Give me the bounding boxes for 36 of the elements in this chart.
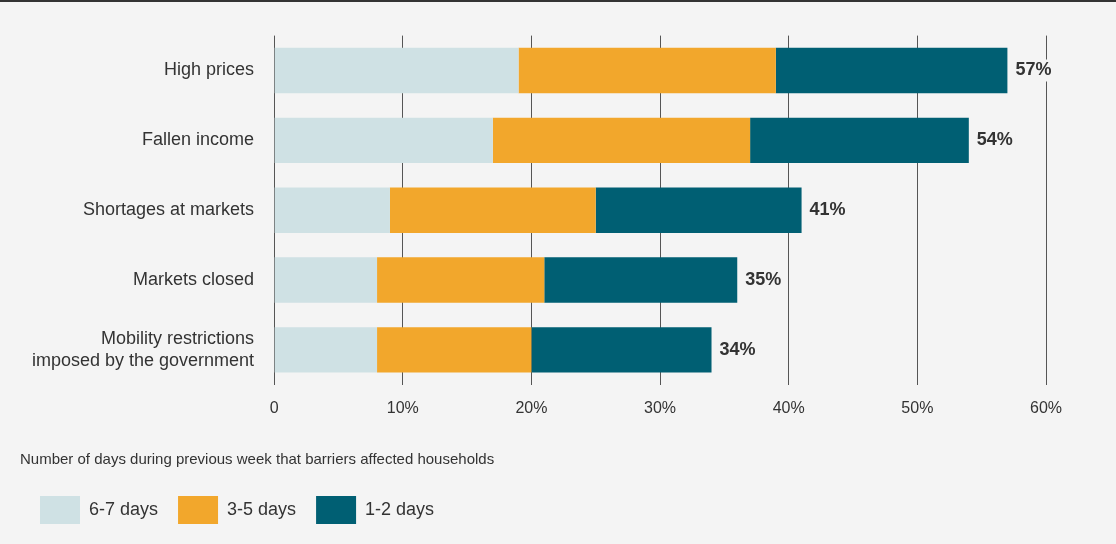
- bar: [377, 327, 532, 373]
- total-label: 41%: [809, 199, 846, 220]
- legend-label: 1-2 days: [365, 498, 435, 519]
- bar: [377, 257, 545, 303]
- total-label: 54%: [976, 129, 1013, 150]
- bar: [274, 117, 493, 164]
- x-tick-label: 10%: [386, 398, 419, 416]
- bar: [492, 117, 751, 164]
- bar: [544, 257, 738, 303]
- y-tick-label: Shortages at markets: [83, 199, 255, 220]
- bar: [750, 117, 969, 164]
- legend-label: 6-7 days: [89, 498, 159, 519]
- x-tick-label: 60%: [1029, 398, 1063, 416]
- legend-label: 3-5 days: [227, 498, 297, 519]
- bar: [274, 47, 519, 94]
- y-tick-label: High prices: [164, 59, 255, 80]
- x-tick-label: 20%: [515, 398, 548, 416]
- x-tick-label: 50%: [901, 398, 934, 416]
- y-tick-label: Fallen income: [142, 129, 255, 150]
- bar: [389, 187, 596, 233]
- bar: [531, 327, 712, 373]
- x-tick-label: 30%: [644, 398, 677, 416]
- bar: [775, 47, 1008, 94]
- y-tick-label: Markets closed: [133, 269, 255, 290]
- bar: [274, 327, 378, 373]
- total-label: 35%: [745, 269, 782, 290]
- legend-title: Number of days during previous week that barriers affected households: [20, 449, 495, 467]
- total-label: 34%: [719, 338, 756, 359]
- bar: [518, 47, 776, 94]
- bar: [595, 187, 802, 233]
- x-tick-label: 40%: [772, 398, 805, 416]
- bar: [274, 187, 390, 233]
- total-label: 57%: [1015, 59, 1052, 80]
- y-tick-label: Mobility restrictions imposed by the government: [31, 328, 255, 370]
- x-tick-label: 0: [269, 398, 279, 416]
- bar: [274, 257, 378, 303]
